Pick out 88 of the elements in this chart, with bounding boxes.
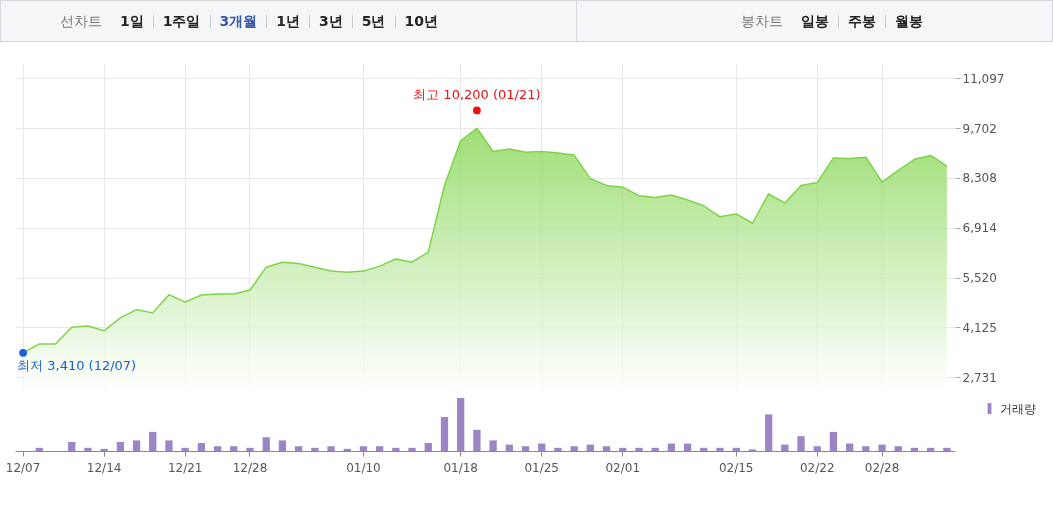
bar <box>927 447 935 451</box>
text: 3개월 <box>209 12 267 29</box>
x-tick-label: 12/21 <box>167 460 203 475</box>
bar <box>554 447 562 451</box>
bar <box>570 446 578 451</box>
bar <box>505 444 513 451</box>
bar <box>408 447 416 451</box>
text: 3년 <box>309 12 352 29</box>
x-tick-label: 01/18 <box>443 460 478 475</box>
bar <box>311 447 319 451</box>
text: 1년 <box>266 12 309 29</box>
bar <box>489 440 497 451</box>
x-tick-label: 02/01 <box>605 460 641 475</box>
x-tick-label: 01/25 <box>524 460 560 475</box>
text: 5년 <box>351 12 395 29</box>
y-tick-label: 6,914 <box>962 221 997 236</box>
y-tick-label: 8,308 <box>962 171 997 186</box>
bar <box>246 447 254 451</box>
bar <box>619 447 627 451</box>
bar <box>635 447 643 451</box>
bar <box>35 447 43 451</box>
bar <box>181 447 189 451</box>
bar <box>667 443 676 451</box>
x-tick-label: 12/07 <box>5 460 41 475</box>
text: 일봉 <box>800 12 830 29</box>
bar <box>846 443 854 451</box>
bar <box>68 441 76 451</box>
y-tick-label: 4,125 <box>962 320 997 335</box>
text: 1주일 <box>152 12 210 29</box>
bar <box>457 398 465 451</box>
bar <box>910 447 919 451</box>
legend-label: 거래량 <box>1000 401 1036 416</box>
bar <box>343 448 351 451</box>
bar <box>197 443 206 451</box>
bar <box>327 446 335 451</box>
bar <box>473 429 481 451</box>
bar <box>862 446 870 451</box>
bar <box>878 444 886 451</box>
bar <box>894 446 902 451</box>
bar <box>602 446 611 451</box>
x-tick-label: 01/10 <box>346 460 381 475</box>
text: 10년 <box>394 12 447 29</box>
bar <box>424 443 432 451</box>
bar <box>781 444 789 451</box>
text: 주봉 <box>838 12 885 29</box>
bar <box>278 440 287 451</box>
annotation: 최고 10,200 (01/21) <box>413 87 541 103</box>
bar <box>230 446 238 451</box>
bar <box>732 447 740 451</box>
bar <box>100 448 108 451</box>
bar <box>797 436 805 451</box>
bar <box>700 447 708 451</box>
bar <box>521 446 530 451</box>
text: 봉차트 <box>740 12 784 29</box>
bar <box>829 431 838 451</box>
text: 1일 <box>119 12 145 29</box>
y-tick-label: 11,097 <box>962 71 1005 86</box>
bar <box>213 446 222 451</box>
bar <box>392 447 400 451</box>
x-tick-label: 02/22 <box>799 460 835 475</box>
bar <box>538 443 546 451</box>
text: 선차트 <box>59 12 103 29</box>
bar <box>586 444 594 451</box>
y-tick-label: 9,702 <box>962 121 997 136</box>
bar <box>764 414 773 451</box>
bar <box>943 447 951 451</box>
bar <box>651 447 659 451</box>
text: 월봉 <box>885 12 932 29</box>
y-tick-label: 5,520 <box>962 271 997 286</box>
bar <box>813 446 821 451</box>
bar <box>359 446 368 451</box>
x-tick-label: 02/28 <box>864 460 900 475</box>
bar <box>294 446 303 451</box>
bar <box>132 440 141 451</box>
bar <box>149 431 157 451</box>
x-tick-label: 02/15 <box>718 460 754 475</box>
y-tick-label: 2,731 <box>962 370 997 385</box>
bar <box>116 441 124 451</box>
bar <box>376 446 384 451</box>
bar <box>683 443 692 451</box>
annotation: 최저 3,410 (12/07) <box>17 357 137 373</box>
bar <box>84 447 92 451</box>
bar <box>716 447 724 451</box>
bar <box>262 437 270 451</box>
bar <box>165 440 173 451</box>
x-tick-label: 12/14 <box>86 460 122 475</box>
x-tick-label: 12/28 <box>232 460 268 475</box>
bar <box>440 417 449 451</box>
